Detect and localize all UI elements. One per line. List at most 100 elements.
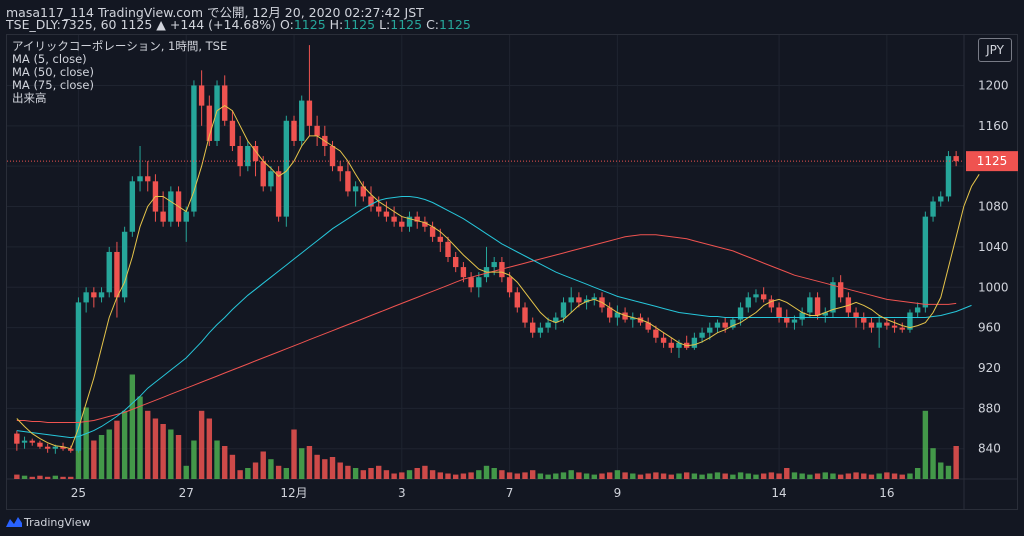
candle-body [807, 297, 813, 313]
time-axis: 252712月379141621 [71, 486, 895, 500]
y-tick-label: 1160 [978, 119, 1009, 133]
volume-bar [191, 440, 197, 479]
candle-body [229, 120, 236, 146]
candle-body [745, 297, 751, 308]
volume-bar [106, 429, 112, 479]
candle-body [168, 191, 174, 222]
volume-bar [245, 468, 251, 479]
volume-bar [714, 472, 721, 479]
x-tick-label: 25 [71, 486, 86, 500]
candle-body [606, 307, 613, 318]
volume-bar [553, 473, 559, 479]
volume-bar [668, 474, 674, 479]
volume-bar [168, 429, 174, 479]
legend-ma50: MA (50, close) [12, 65, 94, 79]
volume-bar [938, 462, 944, 479]
volume-bar [114, 420, 120, 479]
volume-bar [329, 457, 336, 479]
volume-bar [453, 474, 459, 479]
candle-body [722, 322, 728, 328]
candle-body [891, 325, 898, 328]
volume-bar [322, 459, 328, 479]
volume-bar [630, 473, 636, 479]
x-tick-label: 14 [771, 486, 786, 500]
volume-bar [799, 473, 805, 479]
volume-bar [468, 472, 474, 479]
volume-bars [14, 374, 959, 479]
volume-bar [499, 470, 505, 479]
candle-body [68, 448, 74, 451]
volume-bar [429, 470, 436, 479]
candle-body [383, 211, 390, 217]
candle-body [291, 120, 297, 141]
volume-bar [206, 418, 213, 479]
volume-bar [691, 473, 698, 479]
last-price-label: 1125 [977, 154, 1008, 168]
candle-body [237, 146, 243, 167]
volume-bar [14, 474, 20, 479]
volume-bar [914, 468, 921, 479]
volume-bar [198, 410, 205, 479]
volume-bar [830, 473, 836, 479]
volume-bar [91, 440, 97, 479]
volume-bar [653, 472, 659, 479]
currency-button[interactable]: JPY [978, 38, 1012, 62]
candle-body [576, 297, 582, 303]
open-label: O: [280, 17, 294, 32]
candle-body [368, 196, 374, 207]
candle-body [699, 332, 705, 338]
volume-bar [129, 374, 136, 479]
volume-bar [214, 440, 220, 479]
candle-body [91, 292, 97, 298]
ma5-line [16, 105, 980, 450]
volume-bar [376, 465, 382, 479]
symbol-info: TSE_DLY:7325, 60 1125 ▲ +144 (+14.68%) [6, 17, 281, 32]
volume-bar [299, 448, 305, 479]
candle-body [306, 100, 313, 126]
candle-body [522, 307, 528, 323]
volume-bar [537, 473, 544, 479]
candle-body [768, 299, 775, 308]
volume-bar [483, 465, 490, 479]
candle-body [453, 257, 459, 268]
candle-body [506, 277, 513, 293]
x-tick-label: 16 [879, 486, 894, 500]
low-label: L: [379, 17, 391, 32]
volume-bar [476, 470, 482, 479]
volume-bar [722, 473, 728, 479]
volume-bar [645, 473, 651, 479]
candle-body [737, 307, 744, 320]
high-label: H: [329, 17, 344, 32]
volume-bar [29, 476, 35, 479]
candle-body [853, 312, 859, 318]
volume-bar [876, 473, 882, 479]
volume-bar [861, 473, 867, 479]
volume-bar [614, 470, 621, 479]
candle-body [406, 216, 413, 227]
volume-bar [953, 446, 959, 479]
candle-body [630, 317, 636, 320]
candle-body [622, 312, 628, 320]
candle-body [907, 312, 913, 330]
candle-body [275, 171, 282, 217]
volume-bar [399, 472, 405, 479]
volume-bar [21, 475, 28, 479]
volume-bar [460, 473, 467, 479]
volume-bar [853, 472, 859, 479]
volume-bar [891, 473, 898, 479]
volume-bar [568, 470, 574, 479]
ma75-line [16, 234, 957, 423]
volume-bar [83, 407, 89, 479]
candle-body [553, 317, 559, 323]
volume-bar [260, 451, 266, 479]
candle-body [360, 186, 367, 197]
candle-body [938, 196, 944, 202]
candle-body [799, 312, 805, 320]
y-tick-label: 1080 [978, 200, 1009, 214]
candle-body [753, 294, 759, 298]
candle-body [245, 146, 251, 167]
x-tick-label: 12月 [280, 486, 307, 500]
candle-body [568, 297, 574, 303]
candle-body [653, 329, 659, 338]
